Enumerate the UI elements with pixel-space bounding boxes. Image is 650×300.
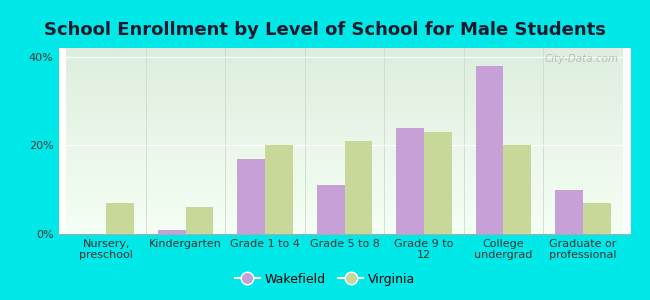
Bar bbox=[106, 203, 134, 234]
Legend: Wakefield, Virginia: Wakefield, Virginia bbox=[229, 268, 421, 291]
Bar bbox=[555, 190, 583, 234]
Bar bbox=[186, 207, 213, 234]
Bar bbox=[476, 66, 503, 234]
Bar bbox=[396, 128, 424, 234]
Bar bbox=[583, 203, 610, 234]
Bar bbox=[158, 230, 186, 234]
Bar bbox=[344, 141, 372, 234]
Bar bbox=[265, 146, 293, 234]
Bar bbox=[317, 185, 345, 234]
Bar bbox=[503, 146, 531, 234]
Text: School Enrollment by Level of School for Male Students: School Enrollment by Level of School for… bbox=[44, 21, 606, 39]
Bar bbox=[237, 159, 265, 234]
Bar bbox=[424, 132, 452, 234]
Text: City-Data.com: City-Data.com bbox=[545, 54, 619, 64]
